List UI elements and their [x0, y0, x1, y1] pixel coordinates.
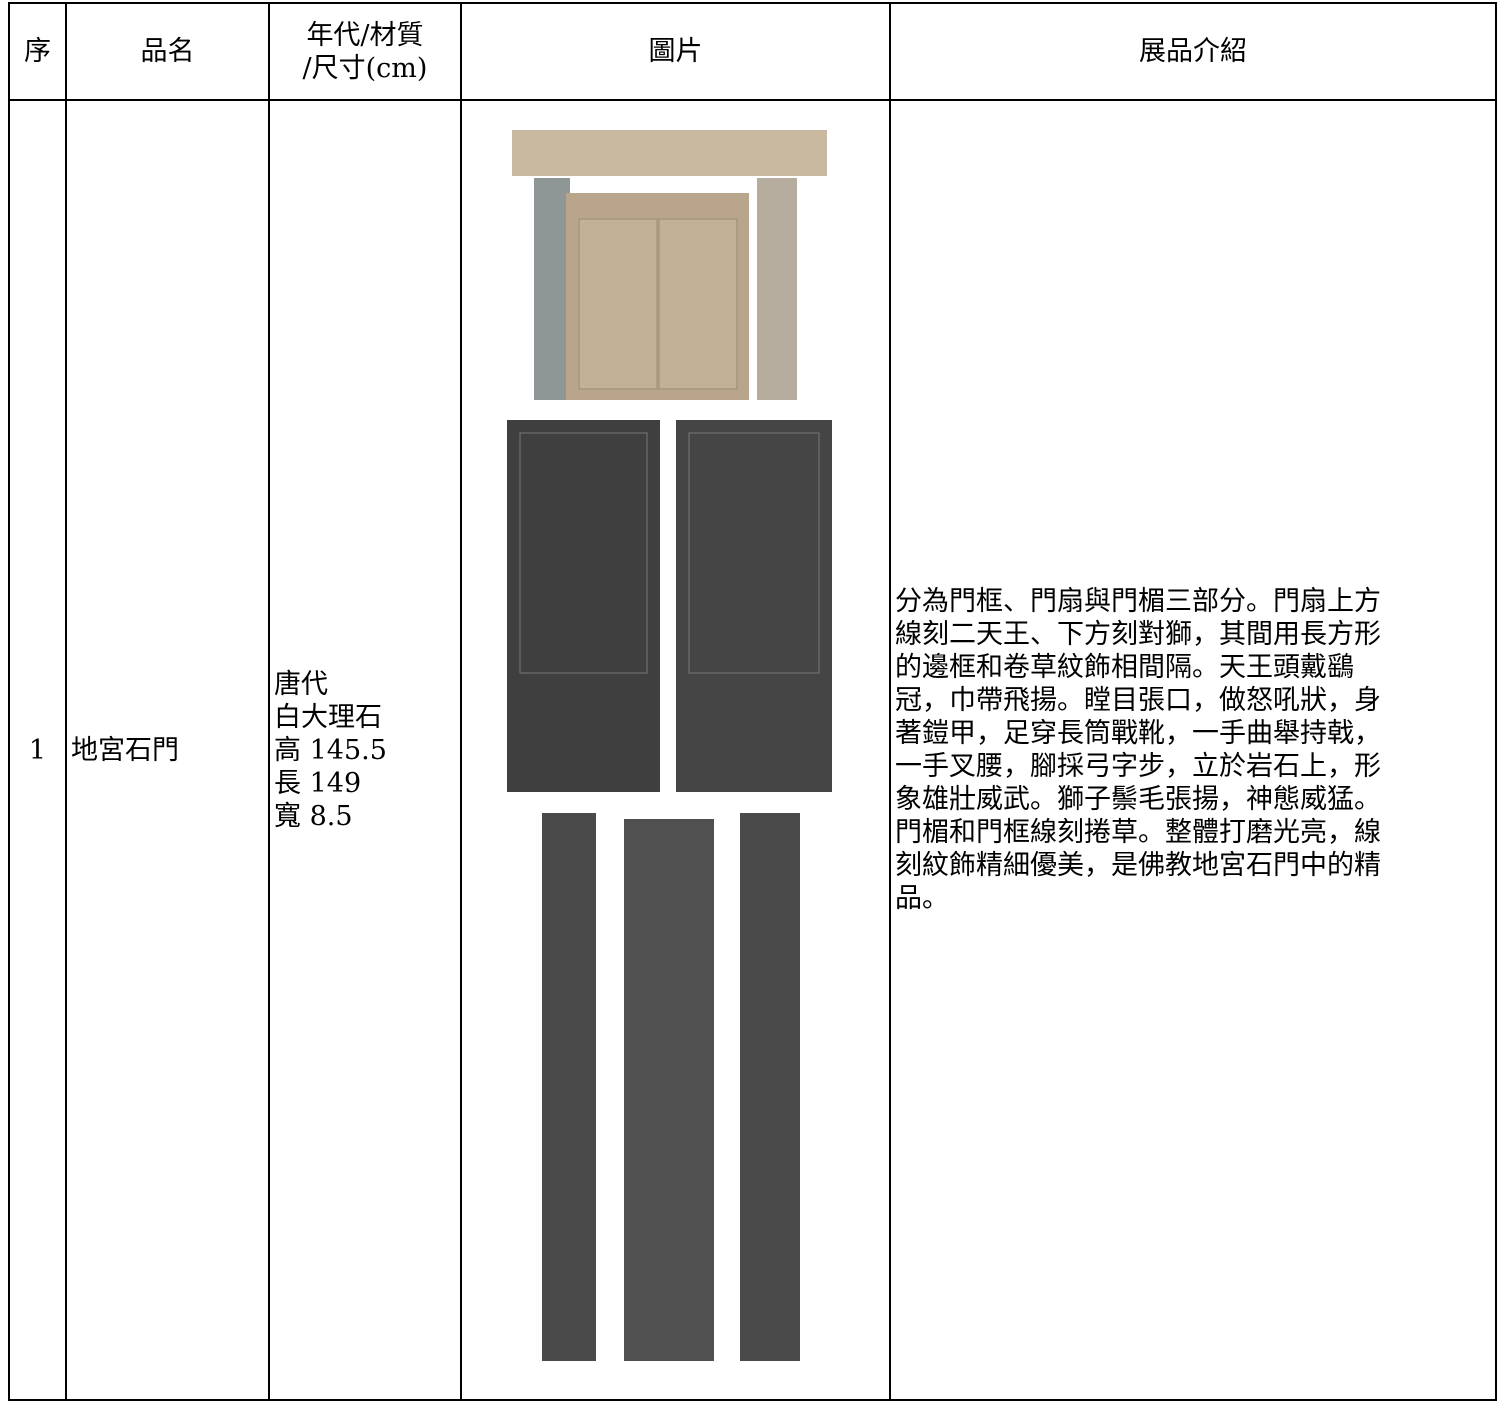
- frame-rubbing: [542, 813, 800, 1361]
- door-photo: [512, 130, 827, 400]
- door-rubbing: [507, 420, 832, 792]
- text-line: 線刻二天王、下方刻對獅，其間用長方形: [895, 619, 1381, 650]
- image-cell: [460, 99, 891, 1401]
- text-line: 的邊框和卷草紋飾相間隔。天王頭戴鷂: [895, 652, 1354, 683]
- text-line: 冠，巾帶飛揚。瞠目張口，做怒吼狀，身: [895, 685, 1381, 716]
- body-row: 1 地宮石門 唐代 白大理石高 145.5 長 149 寬 8.5 分為門框、門扇與門…: [8, 99, 1497, 1401]
- header-cell: 圖片: [460, 2, 891, 101]
- text-line: 年代/材質: [306, 19, 424, 51]
- text-line: 高 145.5: [274, 734, 387, 766]
- text-line: /尺寸(cm): [302, 52, 428, 84]
- name-cell: 地宮石門: [65, 99, 270, 1401]
- header-cell: 品名: [65, 2, 270, 101]
- text-line: 長 149: [274, 767, 362, 799]
- text-line: 白大理石: [274, 701, 382, 733]
- text-line: 品。: [895, 883, 949, 914]
- exhibit-table: 序 品名 年代/材質/尺寸(cm) 圖片 展品介紹 1 地宮石門 唐代 白大理石高…: [8, 2, 1497, 1401]
- header-cell: 展品介紹: [889, 2, 1497, 101]
- text-line: 一手叉腰，腳採弓字步，立於岩石上，形: [895, 751, 1381, 782]
- text-line: 刻紋飾精細優美，是佛教地宮石門中的精: [895, 850, 1381, 881]
- description-cell: 分為門框、門扇與門楣三部分。門扇上方 線刻二天王、下方刻對獅，其間用長方形 的邊框和…: [889, 99, 1497, 1401]
- text-line: 寬 8.5: [274, 800, 353, 832]
- text-line: 象雄壯威武。獅子鬃毛張揚，神態威猛。: [895, 784, 1381, 815]
- header-cell: 序: [8, 2, 67, 101]
- header-cell: 年代/材質/尺寸(cm): [268, 2, 462, 101]
- text-line: 分為門框、門扇與門楣三部分。門扇上方: [895, 586, 1381, 617]
- text-line: 著鎧甲，足穿長筒戰靴，一手曲舉持戟，: [895, 718, 1381, 749]
- text-line: 唐代: [274, 668, 328, 700]
- text-line: 門楣和門框線刻捲草。整體打磨光亮，線: [895, 817, 1381, 848]
- index-cell: 1: [8, 99, 67, 1401]
- images: [507, 130, 832, 1361]
- header-row: 序 品名 年代/材質/尺寸(cm) 圖片 展品介紹: [8, 2, 1497, 101]
- info-cell: 唐代 白大理石高 145.5 長 149 寬 8.5: [268, 99, 462, 1401]
